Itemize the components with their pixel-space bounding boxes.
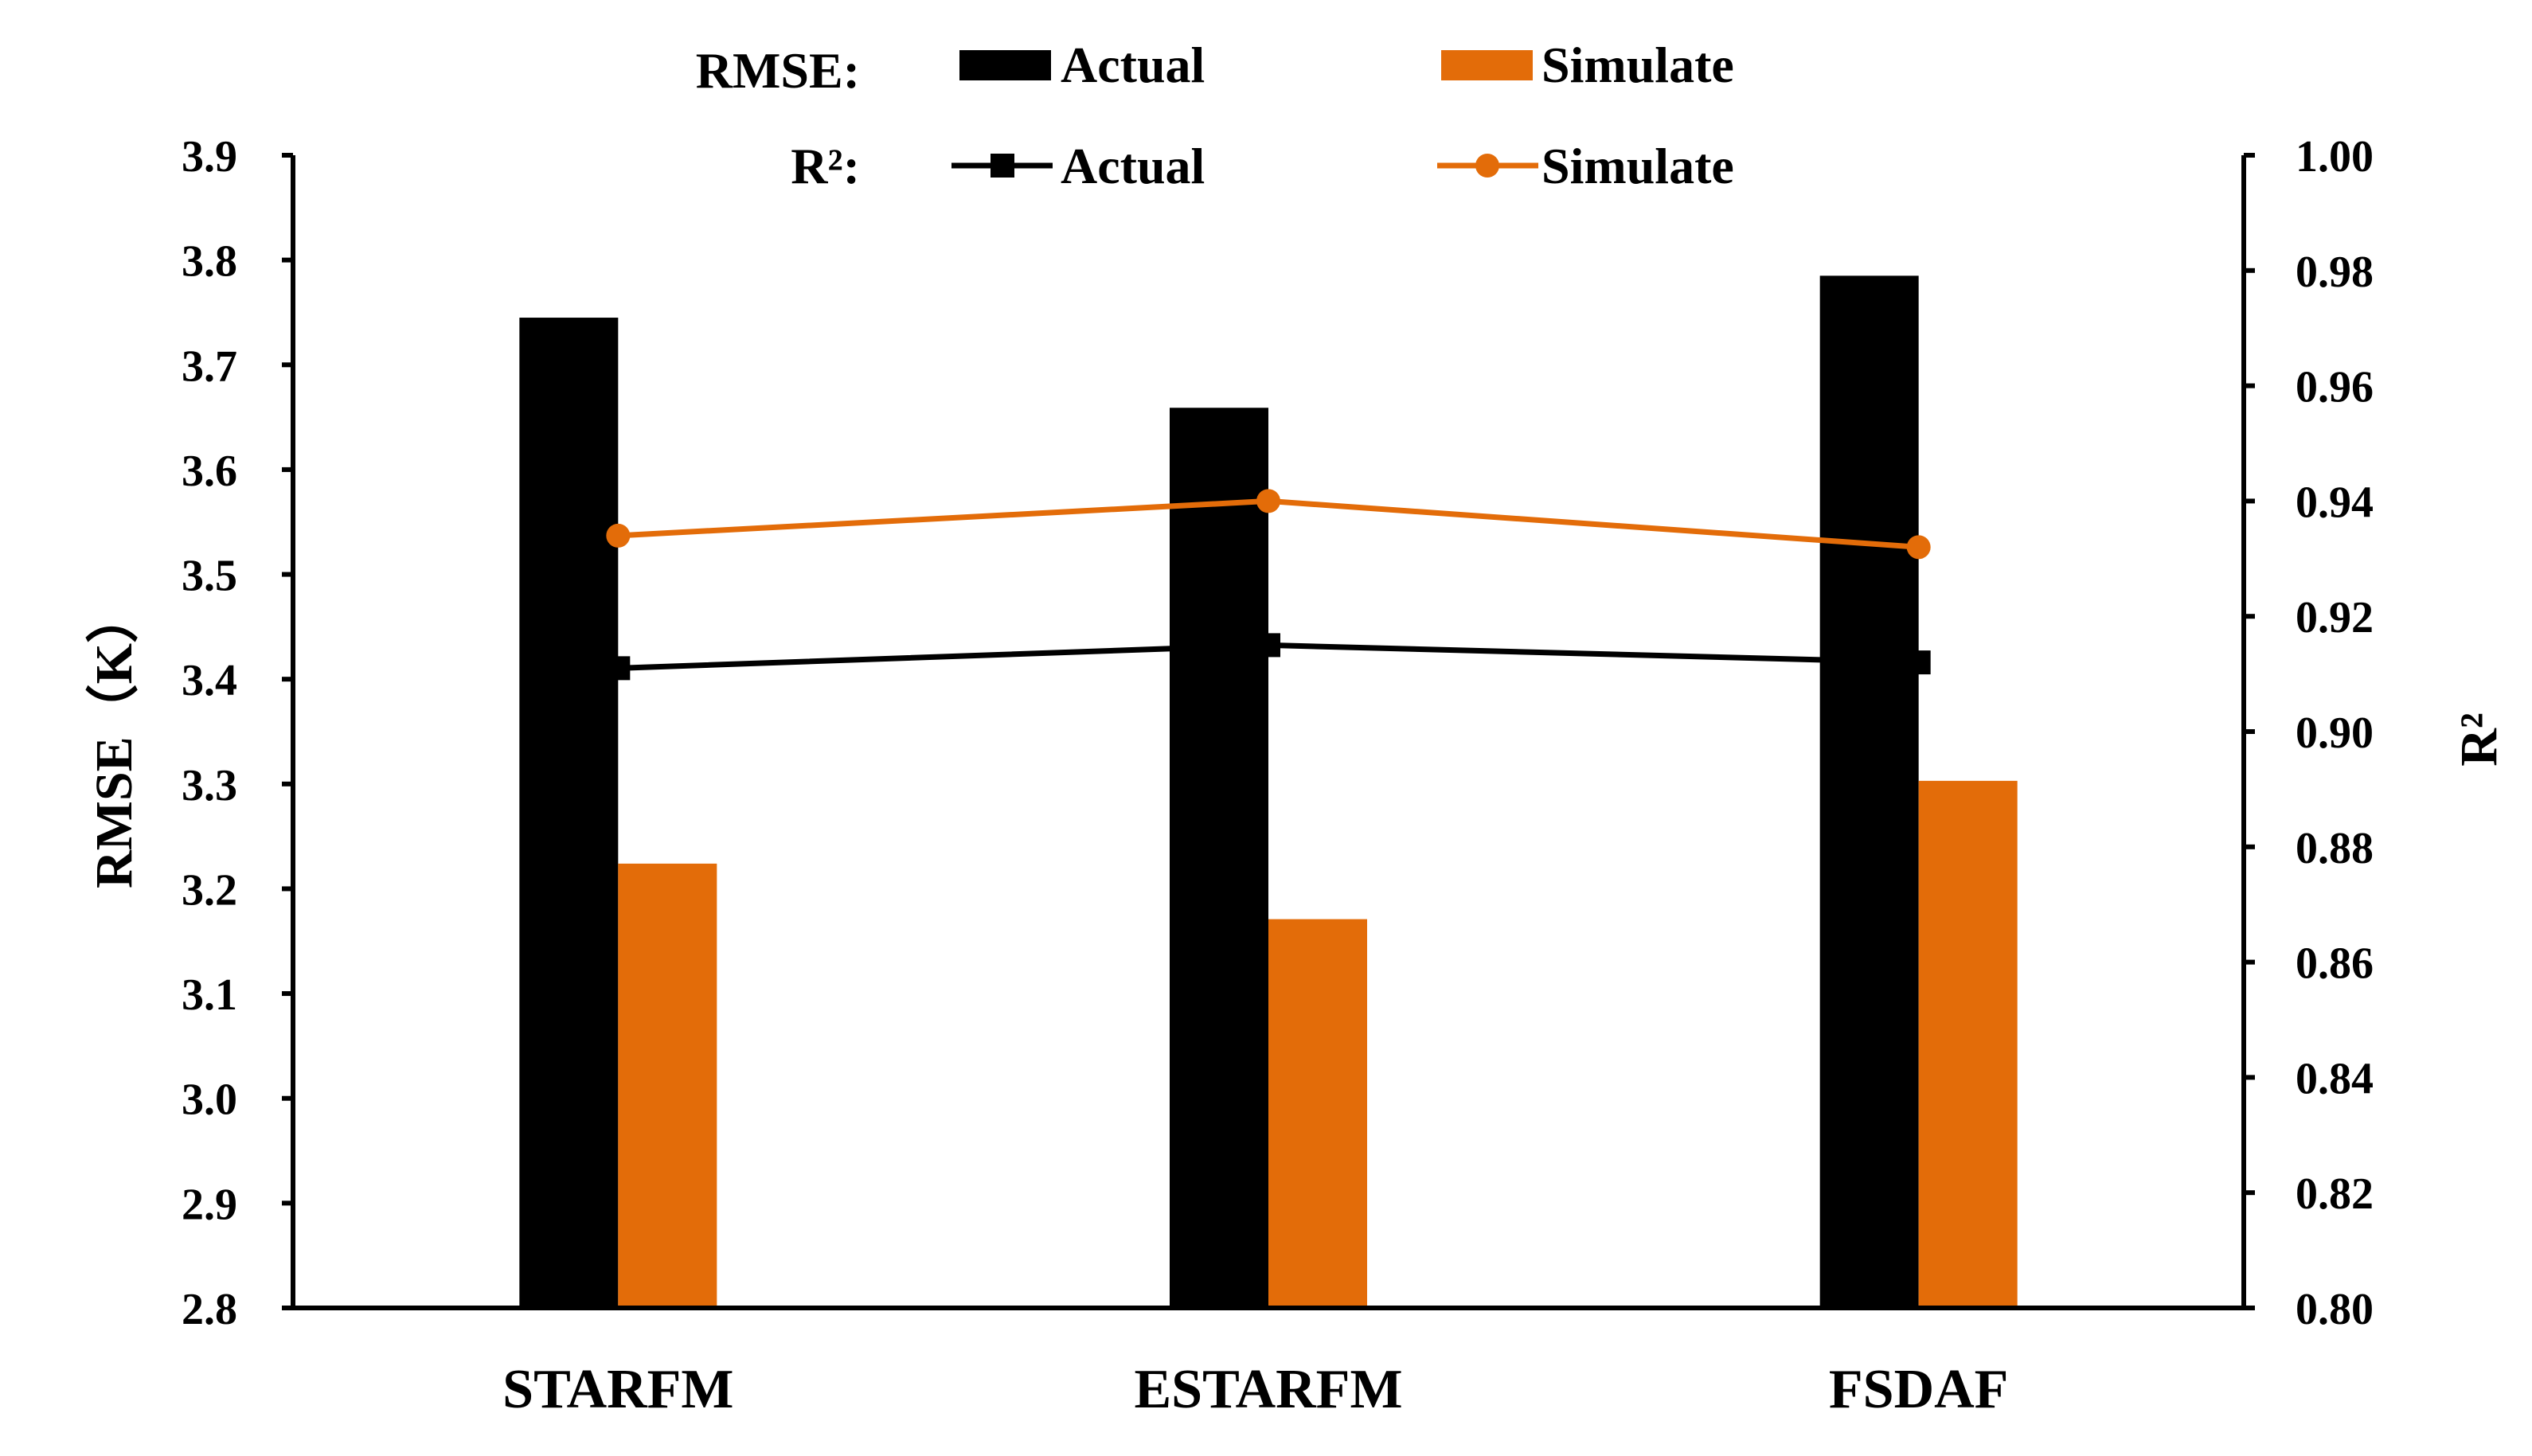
left-tick-label: 3.3 — [182, 761, 237, 810]
marker-r2-actual-starfm — [606, 656, 631, 681]
left-tick-label: 3.5 — [182, 552, 237, 601]
bar-simulate-estarfm — [1268, 919, 1367, 1308]
right-tick-label: 0.98 — [2296, 248, 2374, 297]
bar-actual-starfm — [519, 318, 619, 1308]
marker-r2-simulate-fsdaf — [1906, 535, 1931, 560]
legend-rmse-simulate-swatch — [1441, 50, 1533, 80]
legend-rmse-actual-swatch — [959, 50, 1051, 80]
left-tick-label: 3.7 — [182, 342, 237, 391]
right-tick-label: 0.80 — [2296, 1285, 2374, 1334]
left-tick-label: 3.0 — [182, 1075, 237, 1125]
right-axis-title: R² — [2450, 712, 2508, 766]
category-label-fsdaf: FSDAF — [1829, 1359, 2009, 1420]
left-tick-label: 3.8 — [182, 237, 237, 287]
right-tick-label: 0.92 — [2296, 593, 2374, 642]
category-label-starfm: STARFM — [502, 1359, 733, 1420]
left-tick-label: 3.1 — [182, 970, 237, 1020]
legend: RMSE: Actual Simulate R²: Actual Simulat… — [696, 37, 1734, 194]
legend-r2-simulate-label: Simulate — [1541, 138, 1734, 194]
right-tick-label: 0.96 — [2296, 363, 2374, 412]
right-tick-label: 0.82 — [2296, 1169, 2374, 1219]
left-tick-label: 3.6 — [182, 447, 237, 496]
bar-actual-fsdaf — [1819, 275, 1919, 1308]
bars-layer — [519, 275, 2018, 1308]
right-tick-label: 1.00 — [2296, 132, 2374, 182]
left-tick-label: 3.4 — [182, 656, 237, 705]
marker-r2-simulate-estarfm — [1256, 489, 1280, 513]
legend-rmse-label: RMSE: — [696, 42, 860, 99]
marker-r2-actual-estarfm — [1256, 633, 1280, 658]
bar-actual-estarfm — [1170, 408, 1268, 1308]
right-tick-label: 0.86 — [2296, 939, 2374, 989]
left-tick-label: 2.8 — [182, 1285, 237, 1334]
left-tick-label: 2.9 — [182, 1180, 237, 1229]
legend-r2-label: R²: — [791, 138, 860, 194]
legend-r2-actual-marker — [991, 154, 1014, 178]
bar-simulate-fsdaf — [1918, 780, 2018, 1308]
marker-r2-actual-fsdaf — [1906, 650, 1931, 675]
right-tick-label: 0.84 — [2296, 1054, 2374, 1103]
left-tick-label: 3.2 — [182, 865, 237, 915]
right-tick-label: 0.90 — [2296, 708, 2374, 758]
right-tick-label: 0.94 — [2296, 478, 2374, 527]
marker-r2-simulate-starfm — [606, 523, 631, 548]
legend-rmse-actual-label: Actual — [1061, 37, 1205, 93]
right-tick-label: 0.88 — [2296, 824, 2374, 873]
legend-rmse-simulate-label: Simulate — [1541, 37, 1734, 93]
left-axis-title: RMSE（K） — [84, 591, 143, 888]
category-label-estarfm: ESTARFM — [1134, 1359, 1402, 1420]
legend-r2-simulate-marker — [1475, 154, 1499, 178]
lines-layer — [606, 489, 1931, 681]
left-tick-label: 3.9 — [182, 132, 237, 182]
ticks-layer: 2.8 2.9 3.0 3.1 3.2 3.3 3.4 3.5 3.6 3.7 3.8 3.9 0.80… — [182, 132, 2374, 1420]
legend-r2-actual-label: Actual — [1061, 138, 1205, 194]
bar-simulate-starfm — [618, 863, 717, 1308]
